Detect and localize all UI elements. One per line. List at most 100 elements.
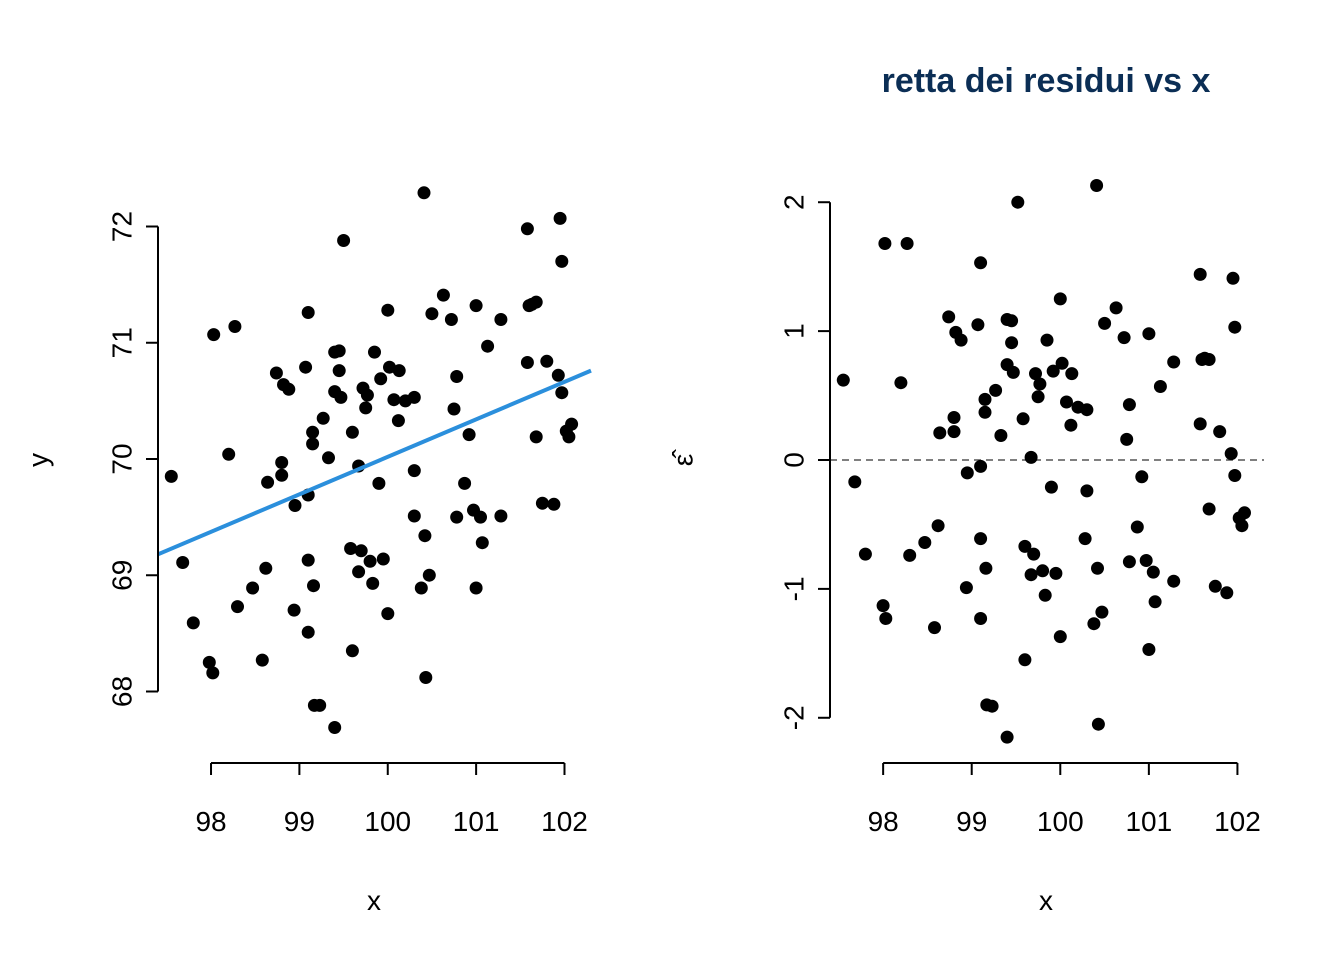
- data-point: [255, 653, 269, 667]
- data-point: [989, 383, 1003, 397]
- data-point: [494, 313, 508, 326]
- data-point: [947, 411, 961, 424]
- x-tick-label: 98: [195, 806, 226, 837]
- x-tick-label: 100: [364, 806, 411, 837]
- y-tick-label: 68: [106, 676, 137, 707]
- data-point: [469, 581, 483, 595]
- data-point: [469, 299, 483, 313]
- data-points: [836, 179, 1251, 744]
- data-point: [407, 509, 421, 523]
- data-point: [372, 476, 386, 490]
- data-point: [1095, 605, 1109, 619]
- x-tick-label: 101: [453, 806, 500, 837]
- data-point: [1220, 586, 1234, 600]
- data-point: [1080, 484, 1094, 498]
- data-point: [282, 382, 296, 396]
- data-point: [368, 345, 381, 359]
- data-point: [301, 553, 315, 567]
- data-point: [1060, 395, 1073, 409]
- data-point: [1238, 506, 1251, 520]
- data-point: [436, 288, 450, 302]
- data-point: [261, 475, 275, 489]
- data-point: [1235, 519, 1249, 533]
- data-point: [376, 552, 390, 566]
- data-point: [520, 356, 534, 369]
- x-tick-label: 99: [956, 806, 987, 837]
- data-point: [1046, 364, 1060, 378]
- data-point: [425, 307, 439, 321]
- data-point: [345, 644, 359, 658]
- data-point: [1228, 469, 1242, 482]
- data-point: [422, 568, 436, 582]
- data-point: [1005, 336, 1019, 350]
- data-point: [1224, 447, 1238, 461]
- y-axis-label: ε̂: [667, 449, 698, 466]
- data-point: [313, 698, 327, 712]
- data-point: [540, 354, 554, 368]
- data-point: [332, 344, 346, 358]
- data-point: [307, 579, 320, 593]
- y-tick-label: 71: [106, 327, 137, 358]
- data-point: [954, 333, 968, 347]
- data-point: [1011, 195, 1025, 209]
- data-point: [848, 475, 862, 489]
- data-point: [345, 425, 359, 439]
- data-point: [458, 476, 472, 490]
- data-point: [1029, 367, 1042, 381]
- x-axis-label: x: [367, 885, 381, 916]
- data-point: [1040, 333, 1054, 347]
- data-point: [1006, 365, 1020, 379]
- data-point: [947, 425, 961, 439]
- data-point: [363, 554, 377, 568]
- data-point: [971, 318, 985, 332]
- y-tick-label: 1: [778, 323, 809, 339]
- data-point: [1202, 502, 1216, 516]
- data-point: [931, 519, 945, 533]
- data-point: [1064, 418, 1078, 432]
- data-point: [407, 464, 421, 478]
- data-point: [1024, 450, 1038, 464]
- data-point: [164, 469, 178, 483]
- data-point: [858, 547, 872, 561]
- data-point: [354, 544, 368, 558]
- data-point: [555, 254, 569, 268]
- data-point: [547, 497, 561, 511]
- data-point: [903, 548, 917, 562]
- data-point: [1130, 520, 1144, 534]
- data-point: [207, 328, 221, 342]
- data-point: [269, 366, 283, 380]
- data-point: [206, 666, 220, 680]
- x-tick-label: 100: [1037, 806, 1084, 837]
- data-point: [1090, 179, 1104, 192]
- y-axis-label: y: [22, 453, 53, 467]
- y-tick-label: 69: [106, 560, 137, 591]
- data-point: [1142, 643, 1156, 656]
- data-point: [1016, 412, 1030, 426]
- data-point: [565, 417, 579, 431]
- data-point: [275, 468, 289, 482]
- data-point: [1031, 390, 1045, 404]
- data-point: [299, 360, 313, 374]
- data-point: [392, 364, 406, 378]
- data-point: [316, 411, 330, 425]
- data-point: [1044, 480, 1058, 494]
- data-point: [551, 368, 565, 382]
- data-point: [1109, 301, 1123, 315]
- data-point: [366, 576, 380, 590]
- data-point: [275, 456, 289, 469]
- data-point: [1122, 398, 1136, 412]
- data-point: [407, 390, 421, 404]
- data-point: [419, 671, 433, 684]
- data-point: [1193, 417, 1207, 431]
- x-tick-label: 102: [1214, 806, 1261, 837]
- y-axis: -2 -1 0 1 2: [778, 194, 831, 730]
- data-point: [301, 625, 315, 639]
- y-tick-label: 0: [778, 452, 809, 468]
- data-point: [1018, 539, 1032, 553]
- data-point: [960, 466, 974, 480]
- data-point: [450, 370, 464, 383]
- data-point: [344, 542, 358, 555]
- data-point: [360, 388, 374, 402]
- data-point: [450, 510, 464, 524]
- data-point: [942, 310, 956, 324]
